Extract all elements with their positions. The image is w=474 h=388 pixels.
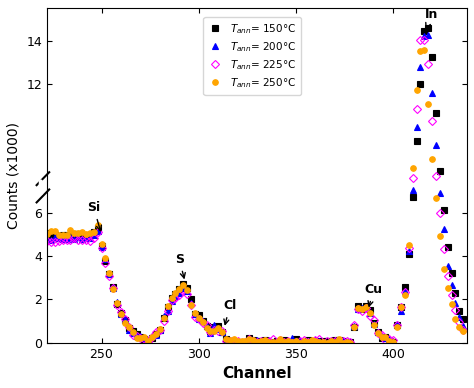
$T_{ann}$= 150°C: [425, 26, 431, 31]
$T_{ann}$= 225°C: [87, 239, 93, 243]
$T_{ann}$= 200°C: [460, 324, 466, 329]
Line: $T_{ann}$= 225°C: $T_{ann}$= 225°C: [45, 37, 466, 345]
$T_{ann}$= 200°C: [243, 340, 248, 344]
$T_{ann}$= 150°C: [406, 251, 411, 256]
$T_{ann}$= 200°C: [110, 286, 116, 290]
Line: $T_{ann}$= 250°C: $T_{ann}$= 250°C: [45, 47, 466, 345]
Text: S: S: [175, 253, 185, 278]
$T_{ann}$= 225°C: [44, 238, 50, 243]
$T_{ann}$= 225°C: [406, 246, 411, 251]
Line: $T_{ann}$= 200°C: $T_{ann}$= 200°C: [45, 33, 466, 345]
$T_{ann}$= 150°C: [379, 335, 384, 340]
$T_{ann}$= 150°C: [87, 233, 93, 238]
$T_{ann}$= 200°C: [406, 248, 411, 253]
$T_{ann}$= 225°C: [110, 286, 116, 290]
$T_{ann}$= 250°C: [406, 243, 411, 248]
Line: $T_{ann}$= 150°C: $T_{ann}$= 150°C: [45, 26, 466, 345]
$T_{ann}$= 225°C: [421, 37, 427, 42]
Text: Si: Si: [87, 201, 101, 230]
Text: Cu: Cu: [365, 283, 383, 306]
$T_{ann}$= 150°C: [460, 317, 466, 322]
Legend: $T_{ann}$= 150°C, $T_{ann}$= 200°C, $T_{ann}$= 225°C, $T_{ann}$= 250°C: $T_{ann}$= 150°C, $T_{ann}$= 200°C, $T_{…: [203, 17, 301, 95]
$T_{ann}$= 200°C: [379, 334, 384, 339]
$T_{ann}$= 150°C: [231, 340, 237, 345]
Text: Cl: Cl: [223, 299, 237, 324]
X-axis label: Channel: Channel: [222, 366, 292, 381]
$T_{ann}$= 150°C: [243, 340, 248, 344]
$T_{ann}$= 150°C: [414, 139, 419, 143]
$T_{ann}$= 200°C: [231, 340, 237, 345]
$T_{ann}$= 250°C: [460, 329, 466, 333]
$T_{ann}$= 225°C: [379, 333, 384, 337]
$T_{ann}$= 200°C: [425, 33, 431, 38]
$T_{ann}$= 250°C: [297, 340, 303, 345]
$T_{ann}$= 250°C: [421, 48, 427, 52]
Text: In: In: [425, 8, 439, 28]
$T_{ann}$= 225°C: [231, 340, 237, 345]
$T_{ann}$= 250°C: [239, 339, 245, 343]
$T_{ann}$= 200°C: [44, 236, 50, 241]
$T_{ann}$= 250°C: [379, 335, 384, 340]
$T_{ann}$= 250°C: [110, 287, 116, 292]
$T_{ann}$= 225°C: [243, 340, 248, 345]
$T_{ann}$= 200°C: [414, 125, 419, 130]
$T_{ann}$= 250°C: [44, 231, 50, 236]
$T_{ann}$= 250°C: [87, 230, 93, 235]
$T_{ann}$= 150°C: [110, 285, 116, 289]
Y-axis label: Counts (x1000): Counts (x1000): [7, 122, 21, 229]
$T_{ann}$= 250°C: [414, 88, 419, 92]
$T_{ann}$= 150°C: [44, 230, 50, 235]
$T_{ann}$= 225°C: [414, 107, 419, 112]
$T_{ann}$= 200°C: [87, 236, 93, 241]
$T_{ann}$= 225°C: [460, 328, 466, 333]
